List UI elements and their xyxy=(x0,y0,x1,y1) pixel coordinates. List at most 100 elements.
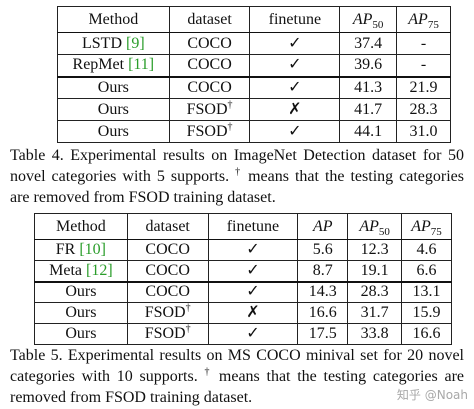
ap50-value: 31.7 xyxy=(347,302,403,324)
dataset-cell: COCO xyxy=(168,32,251,55)
dataset-name: COCO xyxy=(187,34,232,52)
ap-symbol: AP xyxy=(312,217,333,235)
ap-symbol: AP xyxy=(359,217,379,235)
finetune-cell xyxy=(249,75,341,99)
checkmark-icon xyxy=(246,262,259,279)
checkmark-icon xyxy=(246,283,259,300)
ap75-value: - xyxy=(396,32,451,55)
ap75-value: 21.9 xyxy=(396,75,451,99)
ap-value: 8.7 xyxy=(297,260,349,282)
dataset-name: COCO xyxy=(145,283,190,301)
method-cell: Ours xyxy=(57,98,170,121)
dataset-name: FSOD xyxy=(186,122,228,140)
finetune-cell xyxy=(207,239,299,261)
method-cell: FR [10] xyxy=(34,239,128,261)
table-5-header-ap75: AP75 xyxy=(401,213,452,240)
ap75-value: 15.9 xyxy=(401,302,452,324)
caption-text: Table 4. Experimental results on ImageNe… xyxy=(10,147,464,185)
ap-value: 17.5 xyxy=(297,323,349,345)
dataset-cell: FSOD† xyxy=(168,98,251,121)
dataset-cell: FSOD† xyxy=(126,323,209,345)
method-cell: Ours xyxy=(57,120,170,143)
citation-link[interactable]: [10] xyxy=(79,241,106,258)
ap75-value: - xyxy=(396,54,451,77)
dagger-mark: † xyxy=(185,302,191,314)
checkmark-icon xyxy=(288,35,301,52)
finetune-cell xyxy=(207,260,299,282)
method-name: RepMet xyxy=(72,56,129,74)
table-5-header-finetune: finetune xyxy=(207,213,299,240)
dataset-cell: COCO xyxy=(126,239,209,261)
finetune-cell xyxy=(249,98,341,121)
finetune-cell xyxy=(249,120,341,143)
method-cell: Ours xyxy=(57,75,170,99)
table-row: FR [10] COCO 5.612.34.6 xyxy=(34,239,452,261)
finetune-cell xyxy=(207,302,299,324)
ap75-value: 31.0 xyxy=(396,120,451,143)
citation-link[interactable]: [11] xyxy=(128,56,155,74)
table-5-header-row: Method dataset finetune AP AP50 AP75 xyxy=(34,213,452,240)
finetune-cell xyxy=(207,280,299,303)
iou-subscript: 50 xyxy=(378,225,390,238)
method-cell: Meta [12] xyxy=(34,260,128,282)
table-row: LSTD [9] COCO 37.4- xyxy=(57,32,451,55)
checkmark-icon xyxy=(246,325,259,342)
dataset-name: FSOD xyxy=(144,304,186,321)
table-5-header-dataset: dataset xyxy=(126,213,209,240)
finetune-cell xyxy=(249,54,341,77)
ap75-value: 16.6 xyxy=(401,323,452,345)
caption-text: means that the testing categories are re… xyxy=(10,368,464,406)
method-cell: Ours xyxy=(34,280,128,303)
table-4-header-method: Method xyxy=(57,6,170,33)
table-4-caption: Table 4. Experimental results on ImageNe… xyxy=(10,145,464,208)
method-name: Ours xyxy=(65,283,97,301)
table-row: Meta [12] COCO 8.719.16.6 xyxy=(34,260,452,282)
ap75-value: 6.6 xyxy=(401,260,452,282)
table-5: Method dataset finetune AP AP50 AP75 FR … xyxy=(34,213,452,345)
table-5-caption: Table 5. Experimental results on MS COCO… xyxy=(10,345,464,408)
dataset-name: COCO xyxy=(187,56,232,74)
table-4-header-row: Method dataset finetune AP50 AP75 xyxy=(57,6,451,33)
method-name: Ours xyxy=(97,122,129,140)
ap-symbol: AP xyxy=(411,217,431,235)
checkmark-icon xyxy=(288,56,301,73)
table-row: Ours FSOD† 44.131.0 xyxy=(57,120,451,143)
ap-symbol: AP xyxy=(408,10,428,28)
method-cell: Ours xyxy=(34,323,128,345)
finetune-cell xyxy=(207,323,299,345)
ap-value: 16.6 xyxy=(297,302,349,324)
method-name: Ours xyxy=(97,78,129,96)
dataset-cell: FSOD† xyxy=(126,302,209,324)
ap-value: 14.3 xyxy=(297,280,349,303)
ap50-value: 37.4 xyxy=(339,32,398,55)
dataset-cell: COCO xyxy=(126,260,209,282)
citation-link[interactable]: [12] xyxy=(85,261,113,279)
method-name: Ours xyxy=(65,325,97,342)
finetune-cell xyxy=(249,32,341,55)
citation-link[interactable]: [9] xyxy=(126,34,145,52)
cross-mark-icon xyxy=(246,304,259,321)
dataset-name: COCO xyxy=(145,241,190,258)
cross-mark-icon xyxy=(288,101,301,118)
dataset-cell: FSOD† xyxy=(168,120,251,143)
ap50-value: 12.3 xyxy=(347,239,403,261)
table-4-header-ap75: AP75 xyxy=(396,6,451,33)
caption-text: means that the testing categories are re… xyxy=(10,168,465,206)
ap50-value: 44.1 xyxy=(339,120,398,143)
table-row: RepMet [11] COCO 39.6- xyxy=(57,54,451,77)
method-name: Ours xyxy=(97,100,129,118)
ap50-value: 19.1 xyxy=(347,260,403,282)
dagger-mark: † xyxy=(235,166,243,178)
watermark: 知乎 @Noah xyxy=(396,388,468,402)
method-name: Meta xyxy=(49,261,86,279)
table-5-header-ap50: AP50 xyxy=(347,213,403,240)
method-name: Ours xyxy=(65,304,97,321)
dataset-name: FSOD xyxy=(186,100,228,118)
ap-symbol: AP xyxy=(352,10,373,28)
dagger-mark: † xyxy=(227,121,233,133)
table-4: Method dataset finetune AP50 AP75 LSTD [… xyxy=(57,6,451,143)
dataset-name: FSOD xyxy=(144,325,186,342)
method-name: LSTD xyxy=(82,34,126,52)
table-row: Ours FSOD† 41.728.3 xyxy=(57,98,451,121)
method-cell: RepMet [11] xyxy=(57,54,170,77)
